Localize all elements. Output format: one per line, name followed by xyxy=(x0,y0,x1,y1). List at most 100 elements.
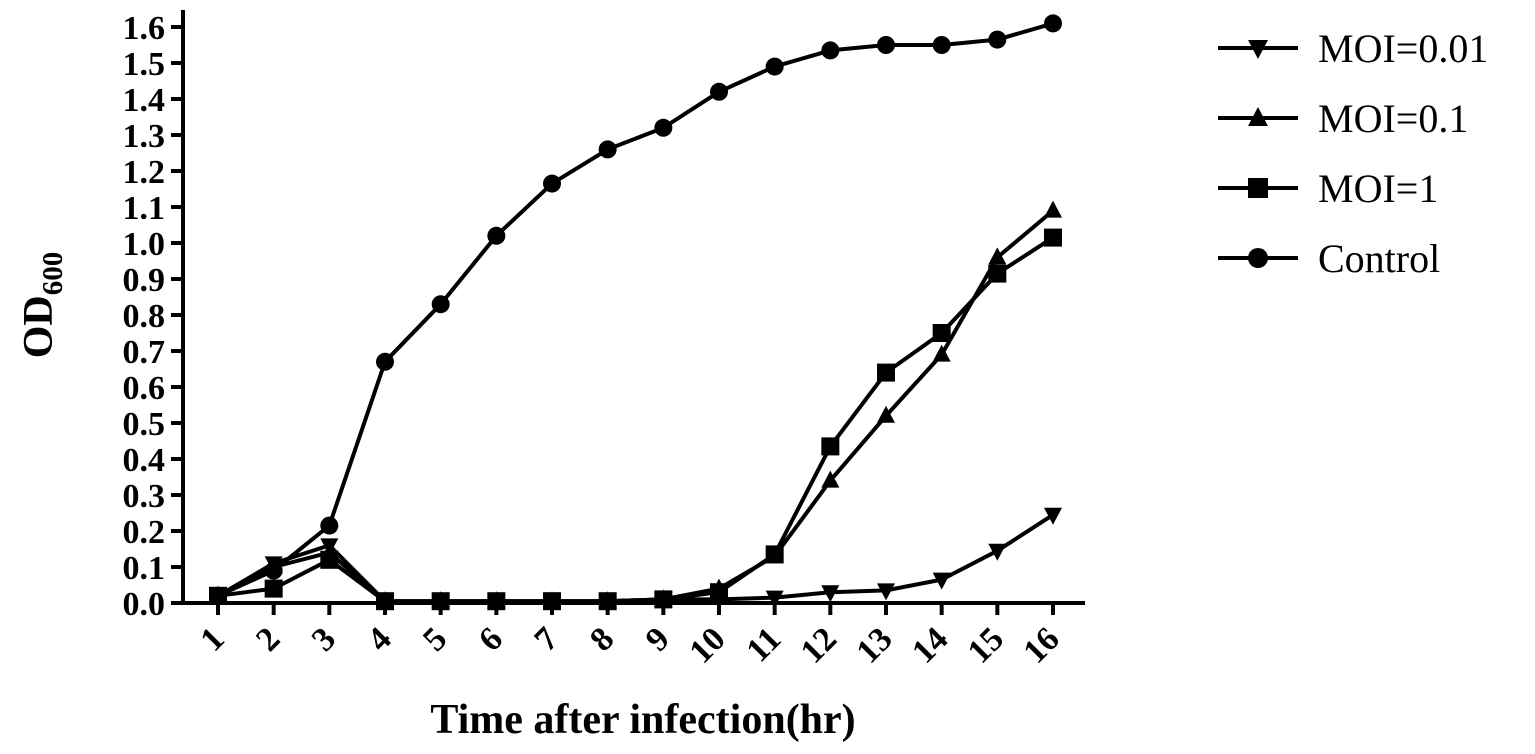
data-point xyxy=(932,324,951,342)
data-point xyxy=(543,592,561,611)
y-tick-label: 0.9 xyxy=(123,262,166,299)
x-tick-label: 14 xyxy=(905,620,955,670)
data-point xyxy=(932,344,951,362)
data-point xyxy=(988,264,1007,283)
data-point xyxy=(821,41,840,60)
y-tick-label: 0.5 xyxy=(123,406,166,443)
legend-item-control: Control xyxy=(1218,236,1440,281)
data-point xyxy=(765,590,784,608)
y-axis-title-group: OD600 xyxy=(16,252,69,359)
series-moi-0-1 xyxy=(209,200,1062,609)
legend-label: MOI=1 xyxy=(1318,166,1438,211)
data-point xyxy=(1044,200,1062,218)
legend-label: MOI=0.01 xyxy=(1318,26,1488,71)
data-point xyxy=(376,592,394,611)
y-tick-label: 1.6 xyxy=(123,10,166,47)
data-point xyxy=(821,437,840,456)
legend-marker xyxy=(1248,107,1268,126)
data-point xyxy=(487,592,506,611)
data-point xyxy=(988,247,1007,265)
data-point xyxy=(1044,507,1062,525)
series-moi-1 xyxy=(209,228,1062,611)
data-point xyxy=(932,36,951,54)
legend-marker xyxy=(1248,248,1268,268)
data-point xyxy=(821,585,840,603)
data-point xyxy=(376,352,394,371)
legend-label: Control xyxy=(1318,236,1440,281)
x-tick-label: 6 xyxy=(472,620,510,658)
data-point xyxy=(598,140,617,159)
y-tick-label: 1.3 xyxy=(123,118,166,155)
data-point xyxy=(988,30,1007,49)
x-tick-label: 13 xyxy=(849,620,899,670)
y-tick-label: 1.1 xyxy=(123,190,166,227)
x-tick-label: 5 xyxy=(416,620,454,658)
data-point xyxy=(932,572,951,590)
x-axis-title: Time after infection(hr) xyxy=(430,697,855,743)
data-point xyxy=(209,586,227,605)
y-tick-label: 1.4 xyxy=(123,82,166,119)
y-tick-label: 1.0 xyxy=(123,226,166,263)
legend-marker xyxy=(1248,40,1268,59)
data-point xyxy=(487,226,506,245)
data-point xyxy=(877,583,895,601)
legend-marker xyxy=(1248,178,1268,198)
y-tick-label: 0.1 xyxy=(123,550,166,587)
x-tick-label: 2 xyxy=(249,620,287,658)
y-tick-label: 1.5 xyxy=(123,46,166,83)
legend-item-moi-0-1: MOI=0.1 xyxy=(1218,96,1468,141)
x-tick-label: 11 xyxy=(739,620,788,669)
data-point xyxy=(431,592,450,611)
series-line xyxy=(216,513,1055,604)
x-tick-label: 15 xyxy=(961,620,1011,670)
y-tick-label: 0.6 xyxy=(123,370,166,407)
x-tick-label: 9 xyxy=(639,620,677,658)
series-line xyxy=(217,235,1055,604)
x-tick-label: 1 xyxy=(193,620,231,658)
series-line xyxy=(217,21,1054,598)
y-tick-label: 0.2 xyxy=(123,514,166,551)
legend: MOI=0.01 MOI=0.1 MOI=1 Control xyxy=(1218,26,1488,281)
data-point xyxy=(710,583,728,602)
legend-label: MOI=0.1 xyxy=(1318,96,1468,141)
y-axis-title: OD xyxy=(16,295,62,358)
y-tick-label: 0.7 xyxy=(123,334,166,371)
y-tick-label: 0.0 xyxy=(123,586,166,623)
data-point xyxy=(877,363,895,382)
legend-item-moi-0-01: MOI=0.01 xyxy=(1218,26,1488,71)
x-tick-label: 7 xyxy=(527,620,565,658)
data-point xyxy=(320,516,339,535)
data-point xyxy=(654,590,673,609)
legend-item-moi-1: MOI=1 xyxy=(1218,166,1438,211)
y-tick-label: 0.4 xyxy=(123,442,166,479)
data-point xyxy=(264,579,283,598)
y-tick-label: 0.3 xyxy=(123,478,166,515)
data-point xyxy=(988,543,1007,561)
data-point xyxy=(431,295,450,314)
x-tick-label: 16 xyxy=(1016,620,1066,670)
data-point xyxy=(821,470,840,488)
data-point xyxy=(1044,228,1062,247)
data-point xyxy=(710,82,728,101)
data-point xyxy=(598,592,617,611)
data-point xyxy=(320,550,339,569)
x-tick-label: 4 xyxy=(360,620,398,658)
series-control xyxy=(209,14,1062,605)
data-point xyxy=(654,118,673,137)
y-tick-label: 0.8 xyxy=(123,298,166,335)
data-point xyxy=(765,57,784,76)
data-point xyxy=(1044,14,1062,33)
data-point xyxy=(264,561,283,580)
y-axis-title-subscript: 600 xyxy=(37,252,69,296)
x-tick-label: 3 xyxy=(305,620,343,658)
data-point xyxy=(765,545,784,564)
x-tick-label: 10 xyxy=(682,620,732,670)
svg-text:OD600: OD600 xyxy=(16,252,69,359)
x-tick-label: 12 xyxy=(794,620,844,670)
y-tick-label: 1.2 xyxy=(123,154,166,191)
series-line xyxy=(217,209,1055,604)
data-point xyxy=(877,405,895,423)
data-point xyxy=(877,36,895,54)
